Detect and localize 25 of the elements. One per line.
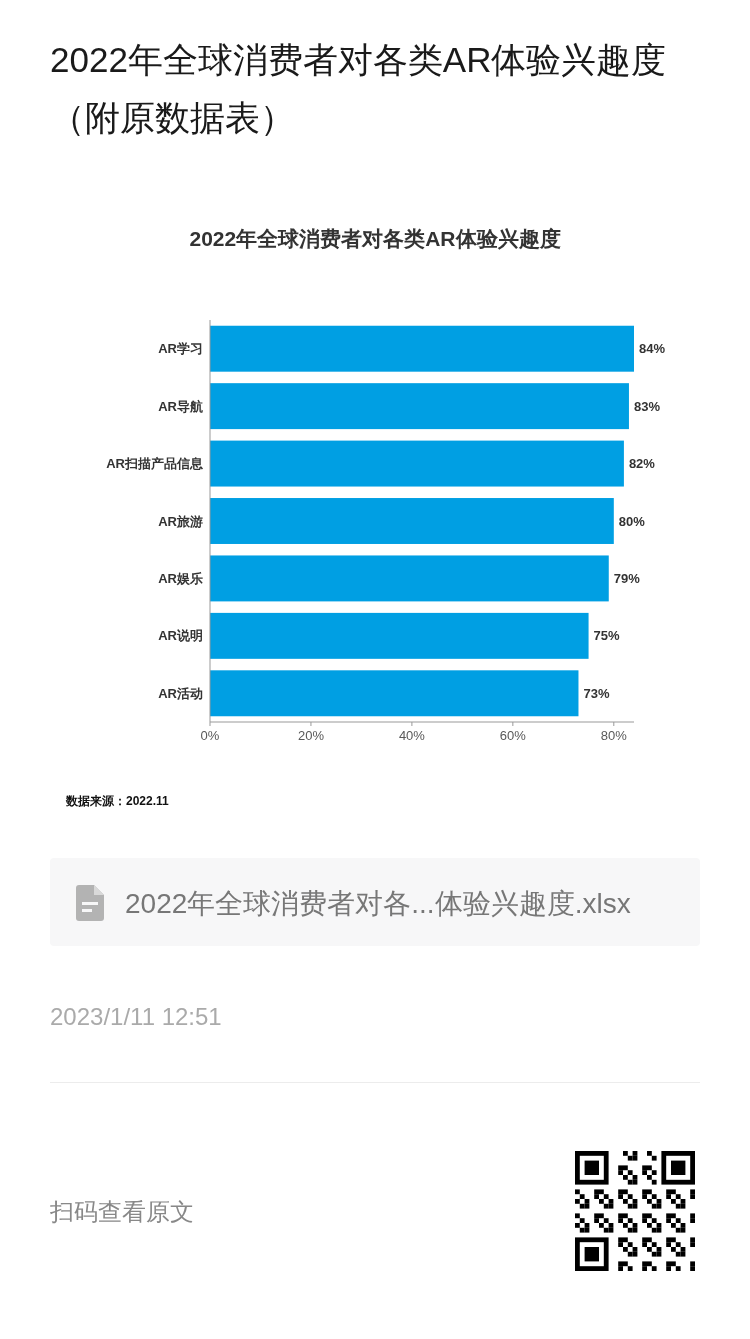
y-tick-label: AR说明	[158, 628, 203, 644]
data-label: 82%	[628, 456, 656, 472]
data-label: 73%	[583, 685, 610, 701]
text: 扫码查看原文	[50, 1197, 194, 1227]
y-tick-label: AR学习	[158, 341, 203, 357]
x-tick-label: 40%	[398, 727, 426, 743]
data-label: 83%	[633, 398, 661, 414]
y-tick-label: AR导航	[158, 398, 203, 414]
x-tick-label: 0%	[200, 727, 220, 743]
y-tick-label: AR旅游	[158, 513, 203, 529]
data-label: 75%	[593, 628, 621, 644]
x-tick-label: 60%	[499, 727, 527, 743]
text: 2023/1/11 12:51	[50, 1002, 222, 1032]
chart-title: 2022年全球消费者对各类AR体验兴趣度	[189, 226, 561, 250]
text: 2022年全球消费者对各...体验兴趣度.xlsx	[125, 887, 631, 921]
data-label: 80%	[618, 513, 646, 529]
source-note: 数据来源：2022.11	[66, 793, 169, 810]
y-tick-label: AR扫描产品信息	[106, 456, 204, 472]
data-label: 79%	[613, 570, 641, 586]
text: 2022年全球消费者对各类AR体验兴趣度（附原数据表）	[50, 39, 668, 139]
x-tick-label: 20%	[297, 727, 325, 743]
data-label: 84%	[639, 341, 666, 357]
x-tick-label: 80%	[600, 727, 628, 743]
y-tick-label: AR活动	[158, 685, 203, 701]
y-tick-label: AR娱乐	[158, 570, 203, 586]
